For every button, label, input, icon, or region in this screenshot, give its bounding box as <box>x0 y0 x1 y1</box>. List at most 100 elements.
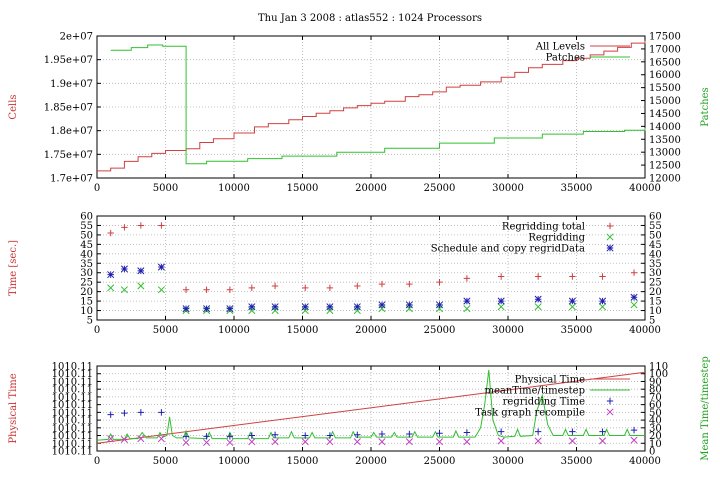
data-point <box>301 438 309 446</box>
data-point <box>630 426 638 434</box>
x-tick-label: 0 <box>94 325 100 336</box>
data-point <box>302 284 309 292</box>
data-point <box>406 280 413 288</box>
data-point <box>568 303 576 311</box>
panel-3-axes: 0 5000 10000 15000 20000 25000 30000 35000 40000… <box>8 356 711 467</box>
y2-tick-label: 35 <box>649 259 662 270</box>
x-tick-label: 20000 <box>355 456 387 467</box>
data-point <box>203 433 210 440</box>
data-point <box>248 303 256 311</box>
legend-entry: regridding Time <box>503 397 614 408</box>
y-tick-label: 1.7e+07 <box>50 174 93 185</box>
data-point <box>463 429 471 436</box>
data-point <box>248 284 256 292</box>
data-point <box>534 303 542 311</box>
y2-axis-label: Mean Time/timestep <box>700 356 711 460</box>
x-tick-label: 40000 <box>629 456 661 467</box>
y2-tick-label: 20 <box>649 287 662 298</box>
data-point <box>534 437 542 445</box>
plot-frame <box>96 35 646 179</box>
x-tick-label: 15000 <box>287 456 319 467</box>
y-tick-label: 1.9e+07 <box>50 79 93 90</box>
data-point <box>326 432 334 439</box>
legend-label: Schedule and copy regridData <box>431 244 585 255</box>
data-point <box>107 271 115 279</box>
y2-tick-label: 16000 <box>649 70 681 81</box>
x-tick-label: 20000 <box>355 325 387 336</box>
data-point <box>157 435 165 443</box>
data-point <box>182 286 190 293</box>
y-tick-label: 50 <box>80 230 93 241</box>
data-point <box>354 431 361 438</box>
data-point <box>569 428 576 435</box>
y-tick-label: 60 <box>80 212 93 223</box>
y-tick-label: 1.95e+07 <box>44 55 93 66</box>
data-point <box>534 428 542 435</box>
y-tick-label: 1.8e+07 <box>50 126 93 137</box>
y2-tick-label: 15500 <box>649 83 681 94</box>
data-point <box>436 278 443 286</box>
y2-tick-label: 15 <box>649 297 662 308</box>
y2-tick-label: 80 <box>649 385 662 396</box>
data-point <box>248 438 256 446</box>
y2-tick-label: 25 <box>649 278 662 289</box>
y-tick-label: 1010.11 <box>52 439 93 450</box>
data-point <box>378 301 386 309</box>
y2-tick-label: 50 <box>649 230 662 241</box>
y2-tick-label: 40 <box>649 416 662 427</box>
data-point <box>463 297 471 305</box>
legend-marker <box>606 408 614 416</box>
y2-tick-label: 10 <box>649 439 662 450</box>
x-tick-label: 30000 <box>492 325 524 336</box>
y-tick-label: 5 <box>87 316 93 327</box>
series-line-patches <box>110 44 646 165</box>
y-tick-label: 1.85e+07 <box>44 103 93 114</box>
data-point <box>121 224 128 231</box>
y2-tick-label: 16500 <box>649 57 681 68</box>
legend-label: All Levels <box>535 42 585 53</box>
y-tick-label: 45 <box>80 240 93 251</box>
y2-tick-label: 14000 <box>649 122 681 133</box>
data-point <box>120 265 128 273</box>
data-point <box>463 275 471 282</box>
legend-entry: meanTime/timestep <box>484 386 630 397</box>
y-tick-label: 20 <box>80 287 93 298</box>
data-point <box>326 303 334 311</box>
data-point <box>226 433 234 440</box>
y2-tick-label: 10 <box>649 306 662 317</box>
data-point <box>137 267 145 275</box>
data-point <box>301 303 309 311</box>
legend-entry: Schedule and copy regridData <box>431 244 614 255</box>
data-point <box>182 305 190 313</box>
data-point <box>630 436 638 444</box>
data-point <box>302 432 309 439</box>
series-line-physical-time <box>96 371 646 444</box>
y2-tick-label: 110 <box>649 362 668 373</box>
data-point <box>326 284 334 292</box>
y2-tick-label: 60 <box>649 212 662 223</box>
data-point <box>271 431 279 438</box>
panel-1-series <box>97 40 646 172</box>
data-point <box>107 435 115 443</box>
legend-marker <box>606 244 614 252</box>
legend-label: regridding Time <box>503 397 585 408</box>
x-tick-label: 5000 <box>153 456 178 467</box>
y-tick-label: 1010.11 <box>52 369 93 380</box>
data-point <box>497 303 505 311</box>
x-tick-label: 15000 <box>287 183 319 194</box>
y-tick-label: 1010.11 <box>52 385 93 396</box>
data-point <box>630 293 638 301</box>
y2-tick-label: 14500 <box>649 109 681 120</box>
y-axis-label: Physical Time <box>8 373 19 443</box>
panel-2-series <box>107 222 638 315</box>
legend-entry: All Levels <box>535 42 630 53</box>
data-point <box>226 286 234 293</box>
data-point <box>463 305 471 313</box>
legend-marker <box>606 222 614 230</box>
data-point <box>158 409 165 416</box>
panel-2-axes: 0 5000 10000 15000 20000 25000 30000 35000 40000… <box>8 212 662 337</box>
legend-label: Physical Time <box>515 375 585 386</box>
data-point <box>248 432 256 439</box>
x-tick-label: 5000 <box>153 325 178 336</box>
data-point <box>497 297 505 305</box>
